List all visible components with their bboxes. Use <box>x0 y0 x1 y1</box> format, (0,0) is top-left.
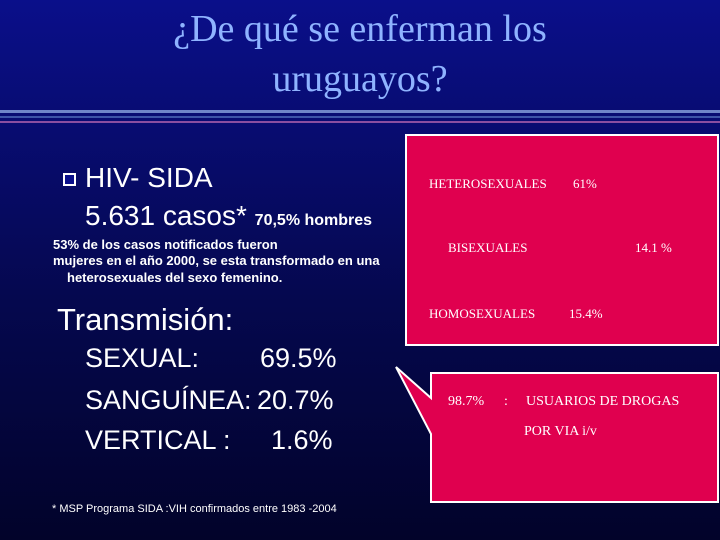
hiv-men-percentage: 70,5% hombres <box>254 212 373 229</box>
hiv-cases: 5.631 casos* 70,5% hombres <box>85 200 372 232</box>
bisexuales-value: 14.1 % <box>635 240 672 255</box>
hiv-note-line-3: heterosexuales del sexo femenino. <box>67 270 283 285</box>
slide-title: ¿De qué se enferman los uruguayos? <box>0 4 720 104</box>
hiv-cases-count: 5.631 casos* <box>85 200 247 231</box>
title-divider-1 <box>0 110 720 113</box>
hiv-note-line-2: mujeres en el año 2000, se esta transfor… <box>53 253 380 268</box>
hiv-note-line-1: 53% de los casos notificados fueron <box>53 237 278 252</box>
drug-users-label-1: USUARIOS DE DROGAS <box>526 394 680 409</box>
homosexuales-value: 15.4% <box>569 306 603 321</box>
hiv-heading: HIV- SIDA <box>85 162 213 193</box>
source-footnote: * MSP Programa SIDA :VIH confirmados ent… <box>52 503 337 515</box>
heterosexuales-label: HETEROSEXUALES <box>429 176 547 191</box>
homosexuales-label: HOMOSEXUALES <box>429 306 536 321</box>
transmission-value: 69.5% <box>260 343 337 373</box>
transmission-label: VERTICAL : <box>85 425 231 455</box>
transmission-value: 20.7% <box>257 385 334 415</box>
callout-bubble <box>395 366 719 503</box>
transmission-row-sanguinea: SANGUÍNEA: 20.7% <box>85 385 334 416</box>
title-line-1: ¿De qué se enferman los <box>173 8 547 50</box>
drug-users-label-2: POR VIA i/v <box>524 424 597 439</box>
bisexuales-label: BISEXUALES <box>448 240 528 255</box>
drug-users-value: 98.7% <box>448 394 485 409</box>
transmission-label: SEXUAL: <box>85 343 200 373</box>
title-line-2: uruguayos? <box>272 58 448 100</box>
transmission-heading: Transmisión: <box>57 302 234 337</box>
heterosexuales-value: 61% <box>573 176 597 191</box>
sexual-breakdown-box: HETEROSEXUALES 61% BISEXUALES 14.1 % HOM… <box>405 134 719 346</box>
square-bullet-icon <box>63 173 76 186</box>
transmission-row-vertical: VERTICAL : 1.6% <box>85 425 333 456</box>
transmission-label: SANGUÍNEA: <box>85 385 252 415</box>
transmission-row-sexual: SEXUAL: 69.5% <box>85 343 337 374</box>
title-divider-2 <box>0 116 720 118</box>
transmission-value: 1.6% <box>271 425 333 455</box>
title-divider-3 <box>0 121 720 123</box>
drug-users-separator: : <box>504 394 508 409</box>
